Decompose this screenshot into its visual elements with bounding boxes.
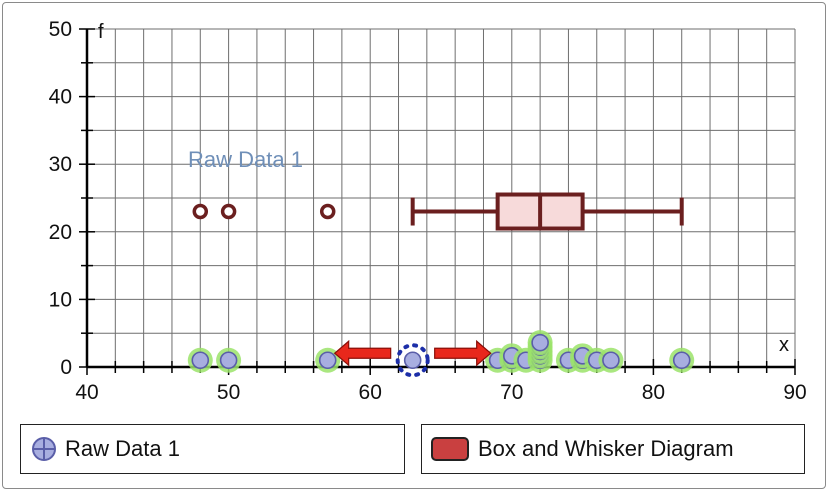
- y-axis-label: f: [98, 21, 104, 43]
- raw-data-points[interactable]: [187, 330, 695, 373]
- x-axis-label: x: [779, 334, 789, 356]
- crosshair-circle-icon: [32, 437, 56, 461]
- chart-plot[interactable]: 40 50 60 70 80 90 0 10 20 30 40 50 Raw Data 1 x f: [0, 0, 828, 420]
- data-point[interactable]: [602, 351, 620, 370]
- box-and-whisker[interactable]: [192, 192, 684, 231]
- y-tick-label: 30: [49, 153, 72, 176]
- x-tick-label: 50: [217, 381, 240, 404]
- drag-arrow-left-icon[interactable]: [333, 339, 392, 367]
- data-point[interactable]: [219, 351, 238, 370]
- grid: [86, 28, 796, 368]
- y-tick-label: 40: [49, 86, 72, 109]
- x-tick-label: 90: [783, 381, 806, 404]
- y-tick-label: 0: [60, 356, 72, 379]
- data-point[interactable]: [191, 351, 210, 370]
- selected-data-point[interactable]: [403, 351, 422, 370]
- x-tick-label: 40: [75, 381, 98, 404]
- filled-rect-icon: [431, 437, 469, 461]
- data-point[interactable]: [672, 351, 691, 370]
- x-tick-label: 60: [359, 381, 382, 404]
- data-point[interactable]: [531, 333, 549, 352]
- series-label: Raw Data 1: [188, 147, 303, 172]
- outlier-marker[interactable]: [319, 203, 336, 220]
- y-tick-label: 10: [49, 288, 72, 311]
- selection-ring[interactable]: [395, 343, 430, 378]
- legend-label-box: Box and Whisker Diagram: [478, 436, 734, 461]
- legend-item-box-whisker[interactable]: Box and Whisker Diagram: [421, 424, 805, 474]
- drag-arrow-right-icon[interactable]: [434, 339, 492, 367]
- outlier-marker[interactable]: [220, 203, 237, 220]
- x-tick-label: 70: [500, 381, 523, 404]
- x-tick-label: 80: [642, 381, 665, 404]
- legend-label-raw: Raw Data 1: [65, 436, 180, 461]
- y-tick-label: 50: [49, 18, 72, 41]
- y-tick-label: 20: [49, 221, 72, 244]
- data-point[interactable]: [318, 351, 337, 370]
- selection-handles[interactable]: [333, 339, 492, 378]
- outlier-marker[interactable]: [192, 203, 209, 220]
- legend-item-raw-data[interactable]: Raw Data 1: [20, 424, 405, 474]
